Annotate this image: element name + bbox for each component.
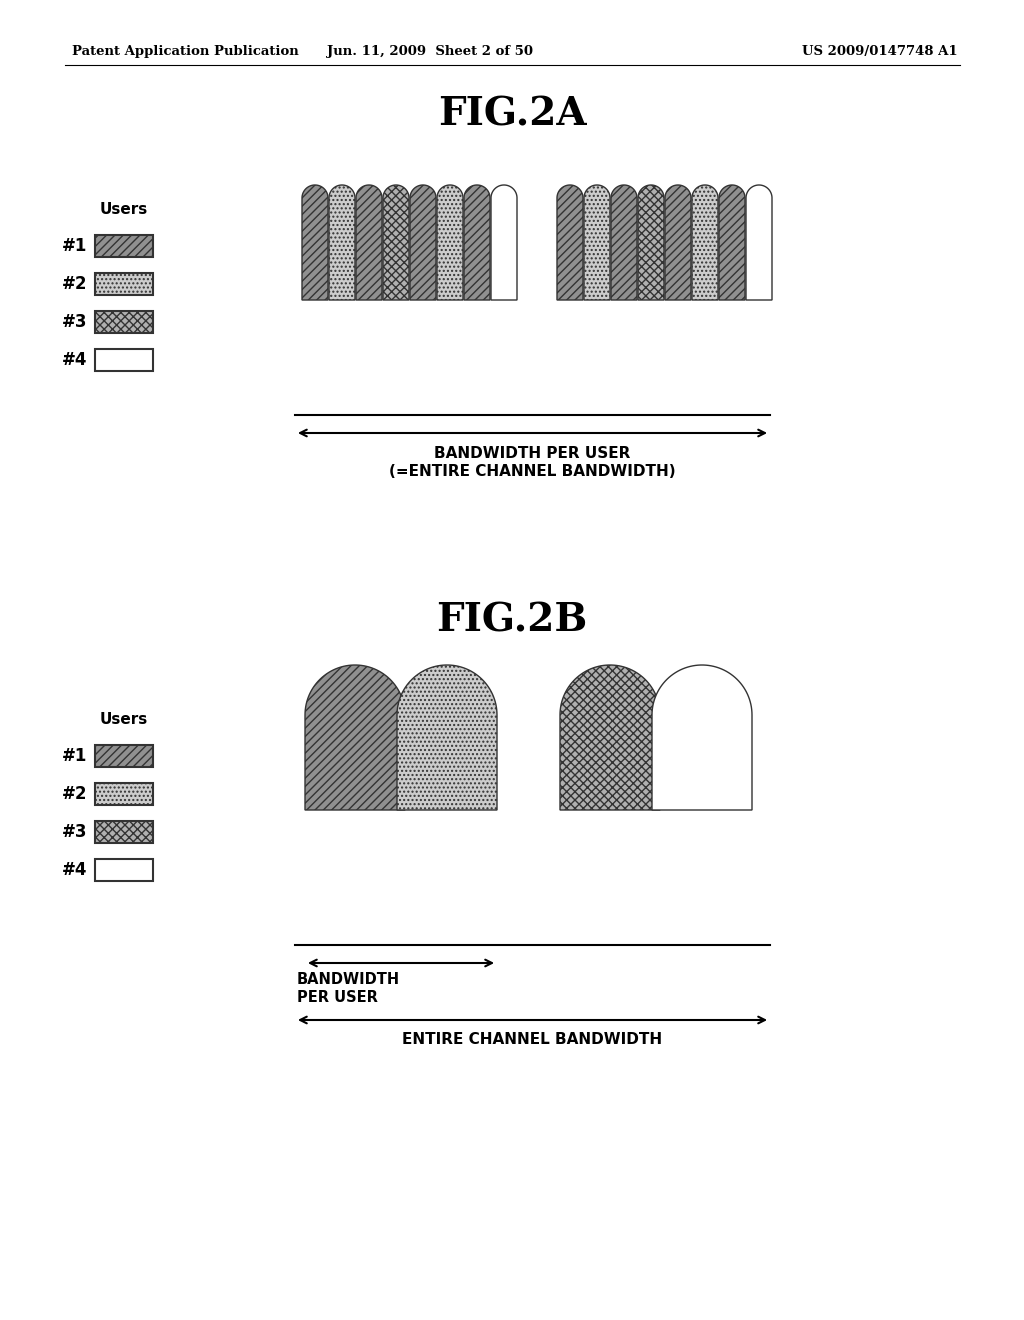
Polygon shape (557, 185, 583, 300)
Polygon shape (410, 185, 436, 300)
Bar (95, 744, 153, 767)
Bar (95, 312, 153, 333)
Polygon shape (611, 185, 637, 300)
Polygon shape (584, 185, 610, 300)
Text: #2: #2 (61, 785, 87, 803)
Bar (95, 348, 153, 371)
Text: PER USER: PER USER (297, 990, 378, 1006)
Text: Jun. 11, 2009  Sheet 2 of 50: Jun. 11, 2009 Sheet 2 of 50 (327, 45, 534, 58)
Text: Patent Application Publication: Patent Application Publication (72, 45, 299, 58)
Text: #2: #2 (61, 275, 87, 293)
Polygon shape (356, 185, 382, 300)
Text: FIG.2A: FIG.2A (437, 96, 587, 135)
Polygon shape (329, 185, 355, 300)
Polygon shape (464, 185, 490, 300)
Polygon shape (305, 665, 406, 810)
Text: #4: #4 (61, 861, 87, 879)
Text: #4: #4 (61, 351, 87, 370)
Bar (95, 273, 153, 294)
Text: Users: Users (100, 202, 148, 218)
Text: BANDWIDTH: BANDWIDTH (297, 973, 400, 987)
Polygon shape (746, 185, 772, 300)
Polygon shape (560, 665, 660, 810)
Text: ENTIRE CHANNEL BANDWIDTH: ENTIRE CHANNEL BANDWIDTH (402, 1032, 663, 1048)
Bar (95, 821, 153, 843)
Polygon shape (302, 185, 328, 300)
Text: #1: #1 (61, 238, 87, 255)
Text: #3: #3 (61, 313, 87, 331)
Text: (=ENTIRE CHANNEL BANDWIDTH): (=ENTIRE CHANNEL BANDWIDTH) (389, 463, 676, 479)
Polygon shape (665, 185, 691, 300)
Polygon shape (490, 185, 517, 300)
Polygon shape (652, 665, 752, 810)
Polygon shape (383, 185, 409, 300)
Text: Users: Users (100, 713, 148, 727)
Bar (95, 235, 153, 257)
Text: #1: #1 (61, 747, 87, 766)
Text: FIG.2B: FIG.2B (436, 601, 588, 639)
Polygon shape (397, 665, 497, 810)
Polygon shape (638, 185, 664, 300)
Text: BANDWIDTH PER USER: BANDWIDTH PER USER (434, 446, 631, 461)
Polygon shape (719, 185, 745, 300)
Bar (95, 783, 153, 805)
Polygon shape (692, 185, 718, 300)
Bar (95, 859, 153, 880)
Text: #3: #3 (61, 822, 87, 841)
Polygon shape (437, 185, 463, 300)
Text: US 2009/0147748 A1: US 2009/0147748 A1 (802, 45, 957, 58)
